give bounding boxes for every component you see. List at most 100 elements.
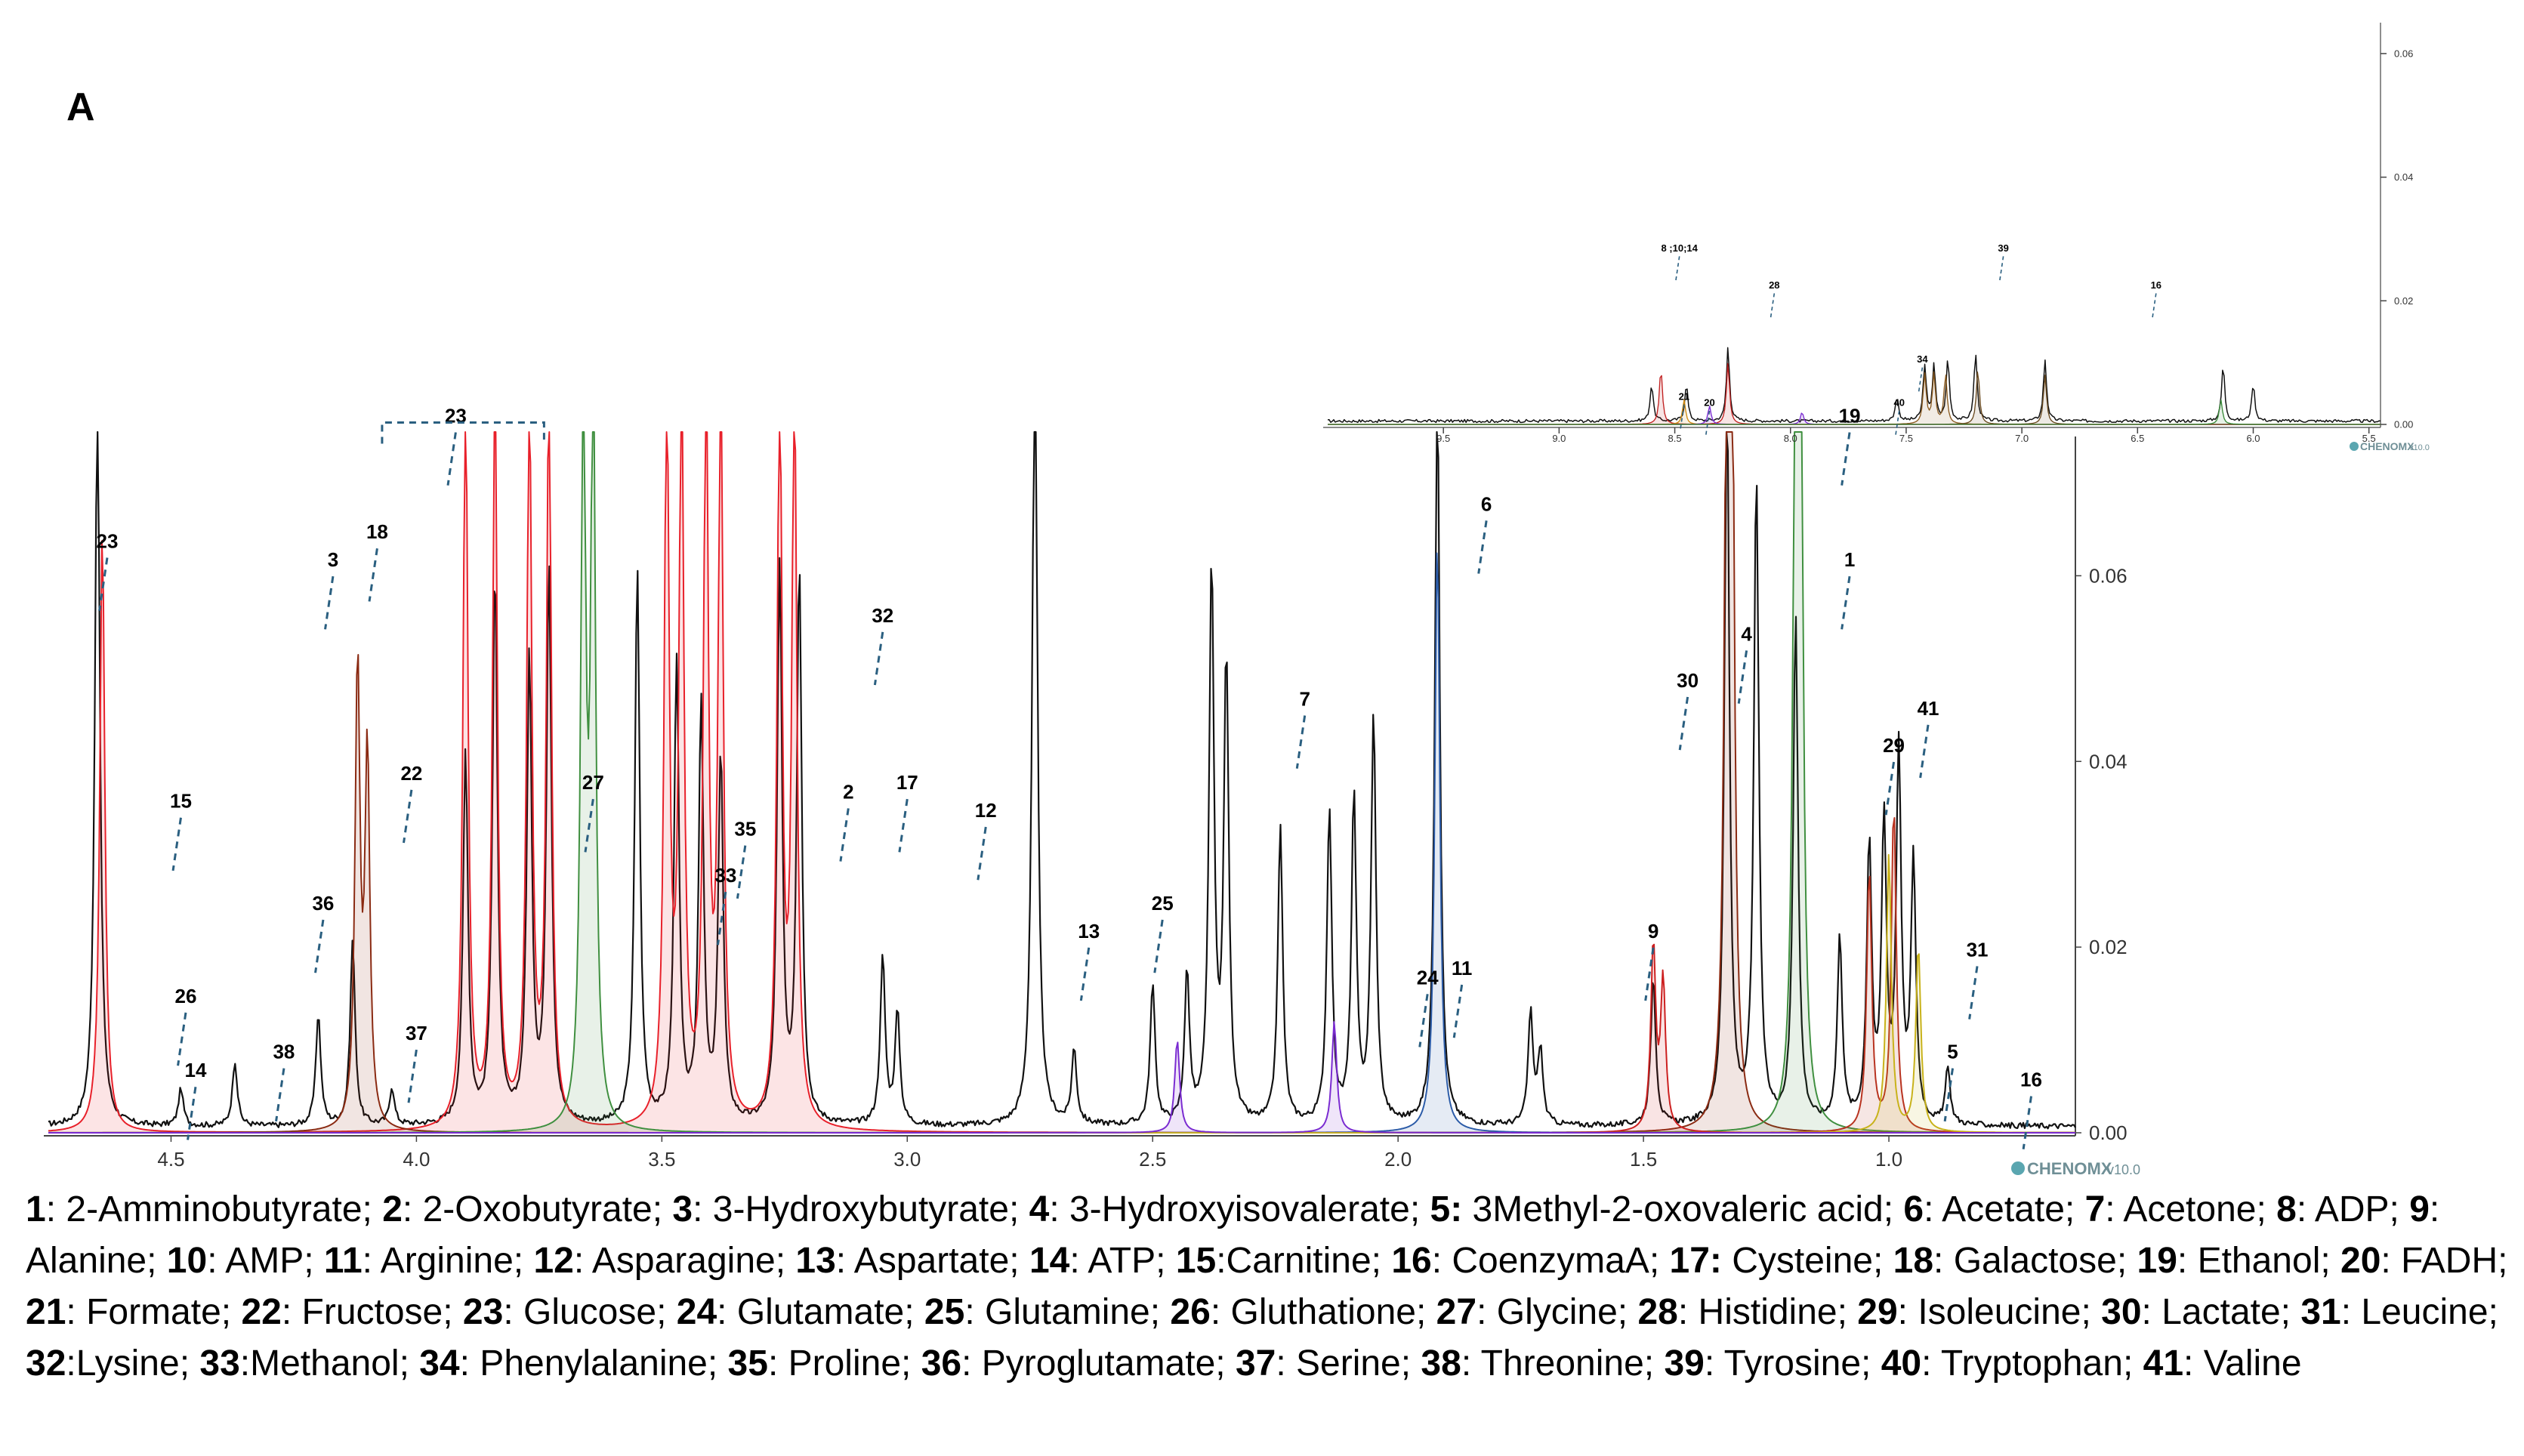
legend-entry: 28: Histidine; — [1637, 1292, 1857, 1332]
peak-leader — [716, 891, 727, 945]
series-line-glutamine — [48, 1021, 2075, 1134]
legend-entry: 18: Galactose; — [1893, 1241, 2137, 1281]
legend-name: : Leucine; — [2340, 1292, 2498, 1332]
peak-leader — [1418, 994, 1429, 1047]
legend-entry: 33:Methanol; — [199, 1343, 419, 1384]
peak-leader — [839, 808, 850, 862]
peak-leader — [584, 798, 594, 853]
peak-leader — [2022, 1096, 2032, 1149]
legend-name: : Acetone; — [2105, 1189, 2277, 1229]
peak-label-23: 23 — [97, 530, 119, 553]
peak-leader — [98, 557, 109, 611]
legend-number: 11 — [323, 1241, 363, 1281]
peak-leader — [275, 1068, 285, 1122]
peak-label-19: 19 — [1839, 405, 1861, 427]
peak-label-25: 25 — [1152, 892, 1174, 915]
peak-leader — [1894, 410, 1900, 438]
legend-name: :Methanol; — [239, 1343, 420, 1384]
x-tick-label: 8.5 — [1668, 433, 1682, 444]
peak-leader — [1679, 404, 1685, 431]
y-tick-label: 0.02 — [2089, 936, 2128, 958]
legend-number: 9 — [2409, 1189, 2430, 1229]
nmr-figure: 4.5 4.0 3.5 3.0 2.5 2.0 1.5 1.0 0.00 0.02 0.04 0.06… — [44, 23, 2430, 1178]
legend-entry: 34: Phenylalanine; — [419, 1343, 727, 1384]
x-tick-label: 4.5 — [157, 1148, 184, 1171]
legend-number: 35 — [727, 1343, 768, 1384]
legend-name: : 2-Oxobutyrate; — [402, 1189, 673, 1229]
x-tick-label: 4.0 — [403, 1148, 430, 1171]
legend-name: : 2-Amminobutyrate; — [45, 1189, 383, 1229]
legend-name: : Formate; — [66, 1292, 242, 1332]
legend-entry: 37: Serine; — [1236, 1343, 1421, 1384]
legend-name: : Lactate; — [2141, 1292, 2301, 1332]
series-fill-lactate — [48, 432, 2075, 1133]
peak-label-11: 11 — [1452, 957, 1473, 979]
peak-label-41: 41 — [1918, 697, 1939, 720]
legend-number: 5: — [1430, 1189, 1463, 1229]
legend-number: 29 — [1857, 1292, 1898, 1332]
x-tick-label: 7.0 — [2015, 433, 2029, 444]
peak-leader — [873, 631, 884, 686]
legend-name: :Carnitine; — [1216, 1241, 1392, 1281]
legend-name: : Ethanol; — [2177, 1241, 2341, 1281]
legend-name: : Glycine; — [1476, 1292, 1638, 1332]
peak-leader — [1295, 715, 1307, 769]
y-tick-label: 0.02 — [2394, 295, 2413, 307]
peak-leader — [1998, 256, 2004, 283]
peak-label-36: 36 — [312, 892, 334, 915]
legend-entry: 2: 2-Oxobutyrate; — [382, 1189, 672, 1229]
legend-entry: 15:Carnitine; — [1176, 1241, 1392, 1281]
peak-label-37: 37 — [406, 1022, 427, 1044]
peak-label-3: 3 — [328, 548, 338, 571]
peak-leader — [1477, 520, 1488, 574]
legend-number: 28 — [1637, 1292, 1678, 1332]
legend-number: 19 — [2137, 1241, 2177, 1281]
peak-leader — [1770, 293, 1776, 320]
legend-name: : Arginine; — [362, 1241, 534, 1281]
legend-number: 33 — [199, 1343, 240, 1384]
legend-name: : Alanine; — [26, 1189, 2440, 1281]
legend-number: 17: — [1669, 1241, 1722, 1281]
legend-entry: 26: Gluthatione; — [1170, 1292, 1436, 1332]
legend-entry: 13: Aspartate; — [795, 1241, 1029, 1281]
legend-name: : ADP; — [2296, 1189, 2410, 1229]
legend-number: 15 — [1175, 1241, 1217, 1281]
legend-number: 14 — [1029, 1241, 1070, 1281]
peak-leader — [1919, 724, 1930, 779]
legend-entry: 32:Lysine; — [26, 1343, 199, 1384]
legend-entry: 3: 3-Hydroxybutyrate; — [672, 1189, 1029, 1229]
chenomx-brand-text: CHENOMX — [2027, 1159, 2112, 1178]
chenomx-inset-logo: CHENOMX v10.0 — [2350, 440, 2430, 452]
legend-number: 40 — [1881, 1343, 1922, 1384]
legend-name: : Aspartate; — [835, 1241, 1029, 1281]
peak-label-21: 21 — [1679, 390, 1689, 402]
chenomx-inset-version-text: v10.0 — [2409, 443, 2430, 452]
legend-number: 32 — [26, 1343, 66, 1384]
legend-entry: 14: ATP; — [1029, 1241, 1176, 1281]
legend-entry: 29: Isoleucine; — [1857, 1292, 2101, 1332]
legend-entry: 17: Cysteine; — [1670, 1241, 1893, 1281]
legend-name: : Tyrosine; — [1704, 1343, 1881, 1384]
peak-label-5: 5 — [1947, 1041, 1958, 1063]
legend-name: : 3-Hydroxyisovalerate; — [1049, 1189, 1430, 1229]
legend-name: 3Methyl-2-oxovaleric acid; — [1462, 1189, 1904, 1229]
legend-entry: 12: Asparagine; — [533, 1241, 795, 1281]
peak-leader — [403, 789, 413, 844]
legend-name: :Lysine; — [66, 1343, 200, 1384]
peak-leader — [177, 1012, 187, 1066]
legend-name: : 3-Hydroxybutyrate; — [693, 1189, 1029, 1229]
legend-name: : Glutamate; — [717, 1292, 924, 1332]
legend-number: 8 — [2276, 1189, 2297, 1229]
peak-label-16: 16 — [2151, 279, 2161, 291]
peak-label-15: 15 — [170, 790, 192, 813]
peak-label-32: 32 — [872, 604, 893, 627]
legend-number: 31 — [2300, 1292, 2341, 1332]
legend-entry: 6: Acetate; — [1903, 1189, 2084, 1229]
legend-number: 23 — [462, 1292, 504, 1332]
peak-label-29: 29 — [1883, 734, 1905, 757]
legend-entry: 25: Glutamine; — [924, 1292, 1171, 1332]
x-tick-label: 3.0 — [893, 1148, 921, 1171]
legend-number: 39 — [1664, 1343, 1705, 1384]
peak-label-33: 33 — [714, 864, 736, 887]
legend-number: 1 — [26, 1189, 46, 1229]
